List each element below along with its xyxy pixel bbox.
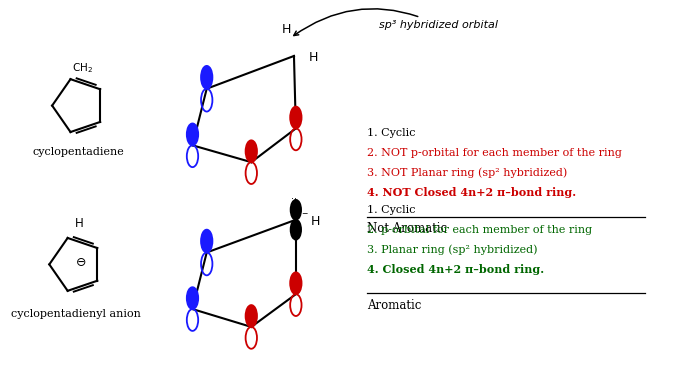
Ellipse shape: [290, 272, 302, 294]
Text: H: H: [281, 23, 291, 36]
Ellipse shape: [245, 140, 257, 162]
Text: Aromatic: Aromatic: [367, 299, 421, 311]
Text: ··: ··: [291, 194, 297, 204]
Text: H: H: [311, 215, 321, 228]
Text: 1. Cyclic: 1. Cyclic: [367, 205, 416, 215]
Text: 2. p-orbital for each member of the ring: 2. p-orbital for each member of the ring: [367, 225, 592, 235]
Text: H: H: [309, 51, 319, 65]
Text: cyclopentadienyl anion: cyclopentadienyl anion: [11, 309, 141, 319]
Ellipse shape: [201, 66, 212, 89]
Ellipse shape: [245, 305, 257, 327]
Text: sp³ hybridized orbital: sp³ hybridized orbital: [294, 9, 498, 35]
Text: 2. NOT p-orbital for each member of the ring: 2. NOT p-orbital for each member of the …: [367, 148, 622, 158]
Ellipse shape: [291, 200, 301, 220]
Text: $\ominus$: $\ominus$: [75, 256, 86, 269]
Text: Not Aromatic: Not Aromatic: [367, 222, 447, 235]
Text: 4. Closed 4n+2 π–bond ring.: 4. Closed 4n+2 π–bond ring.: [367, 264, 544, 275]
Ellipse shape: [187, 287, 198, 309]
Text: 3. NOT Planar ring (sp² hybridized): 3. NOT Planar ring (sp² hybridized): [367, 168, 567, 178]
Text: CH$_2$: CH$_2$: [73, 61, 94, 75]
Text: H: H: [75, 217, 84, 230]
Ellipse shape: [201, 230, 212, 252]
Text: 4. NOT Closed 4n+2 π–bond ring.: 4. NOT Closed 4n+2 π–bond ring.: [367, 187, 576, 199]
Text: 3. Planar ring (sp² hybridized): 3. Planar ring (sp² hybridized): [367, 244, 538, 255]
Text: 1. Cyclic: 1. Cyclic: [367, 128, 416, 138]
Ellipse shape: [291, 220, 301, 239]
Ellipse shape: [187, 124, 198, 145]
Text: cyclopentadiene: cyclopentadiene: [33, 147, 125, 157]
Ellipse shape: [290, 107, 302, 128]
Text: $^{-}$: $^{-}$: [300, 211, 308, 221]
